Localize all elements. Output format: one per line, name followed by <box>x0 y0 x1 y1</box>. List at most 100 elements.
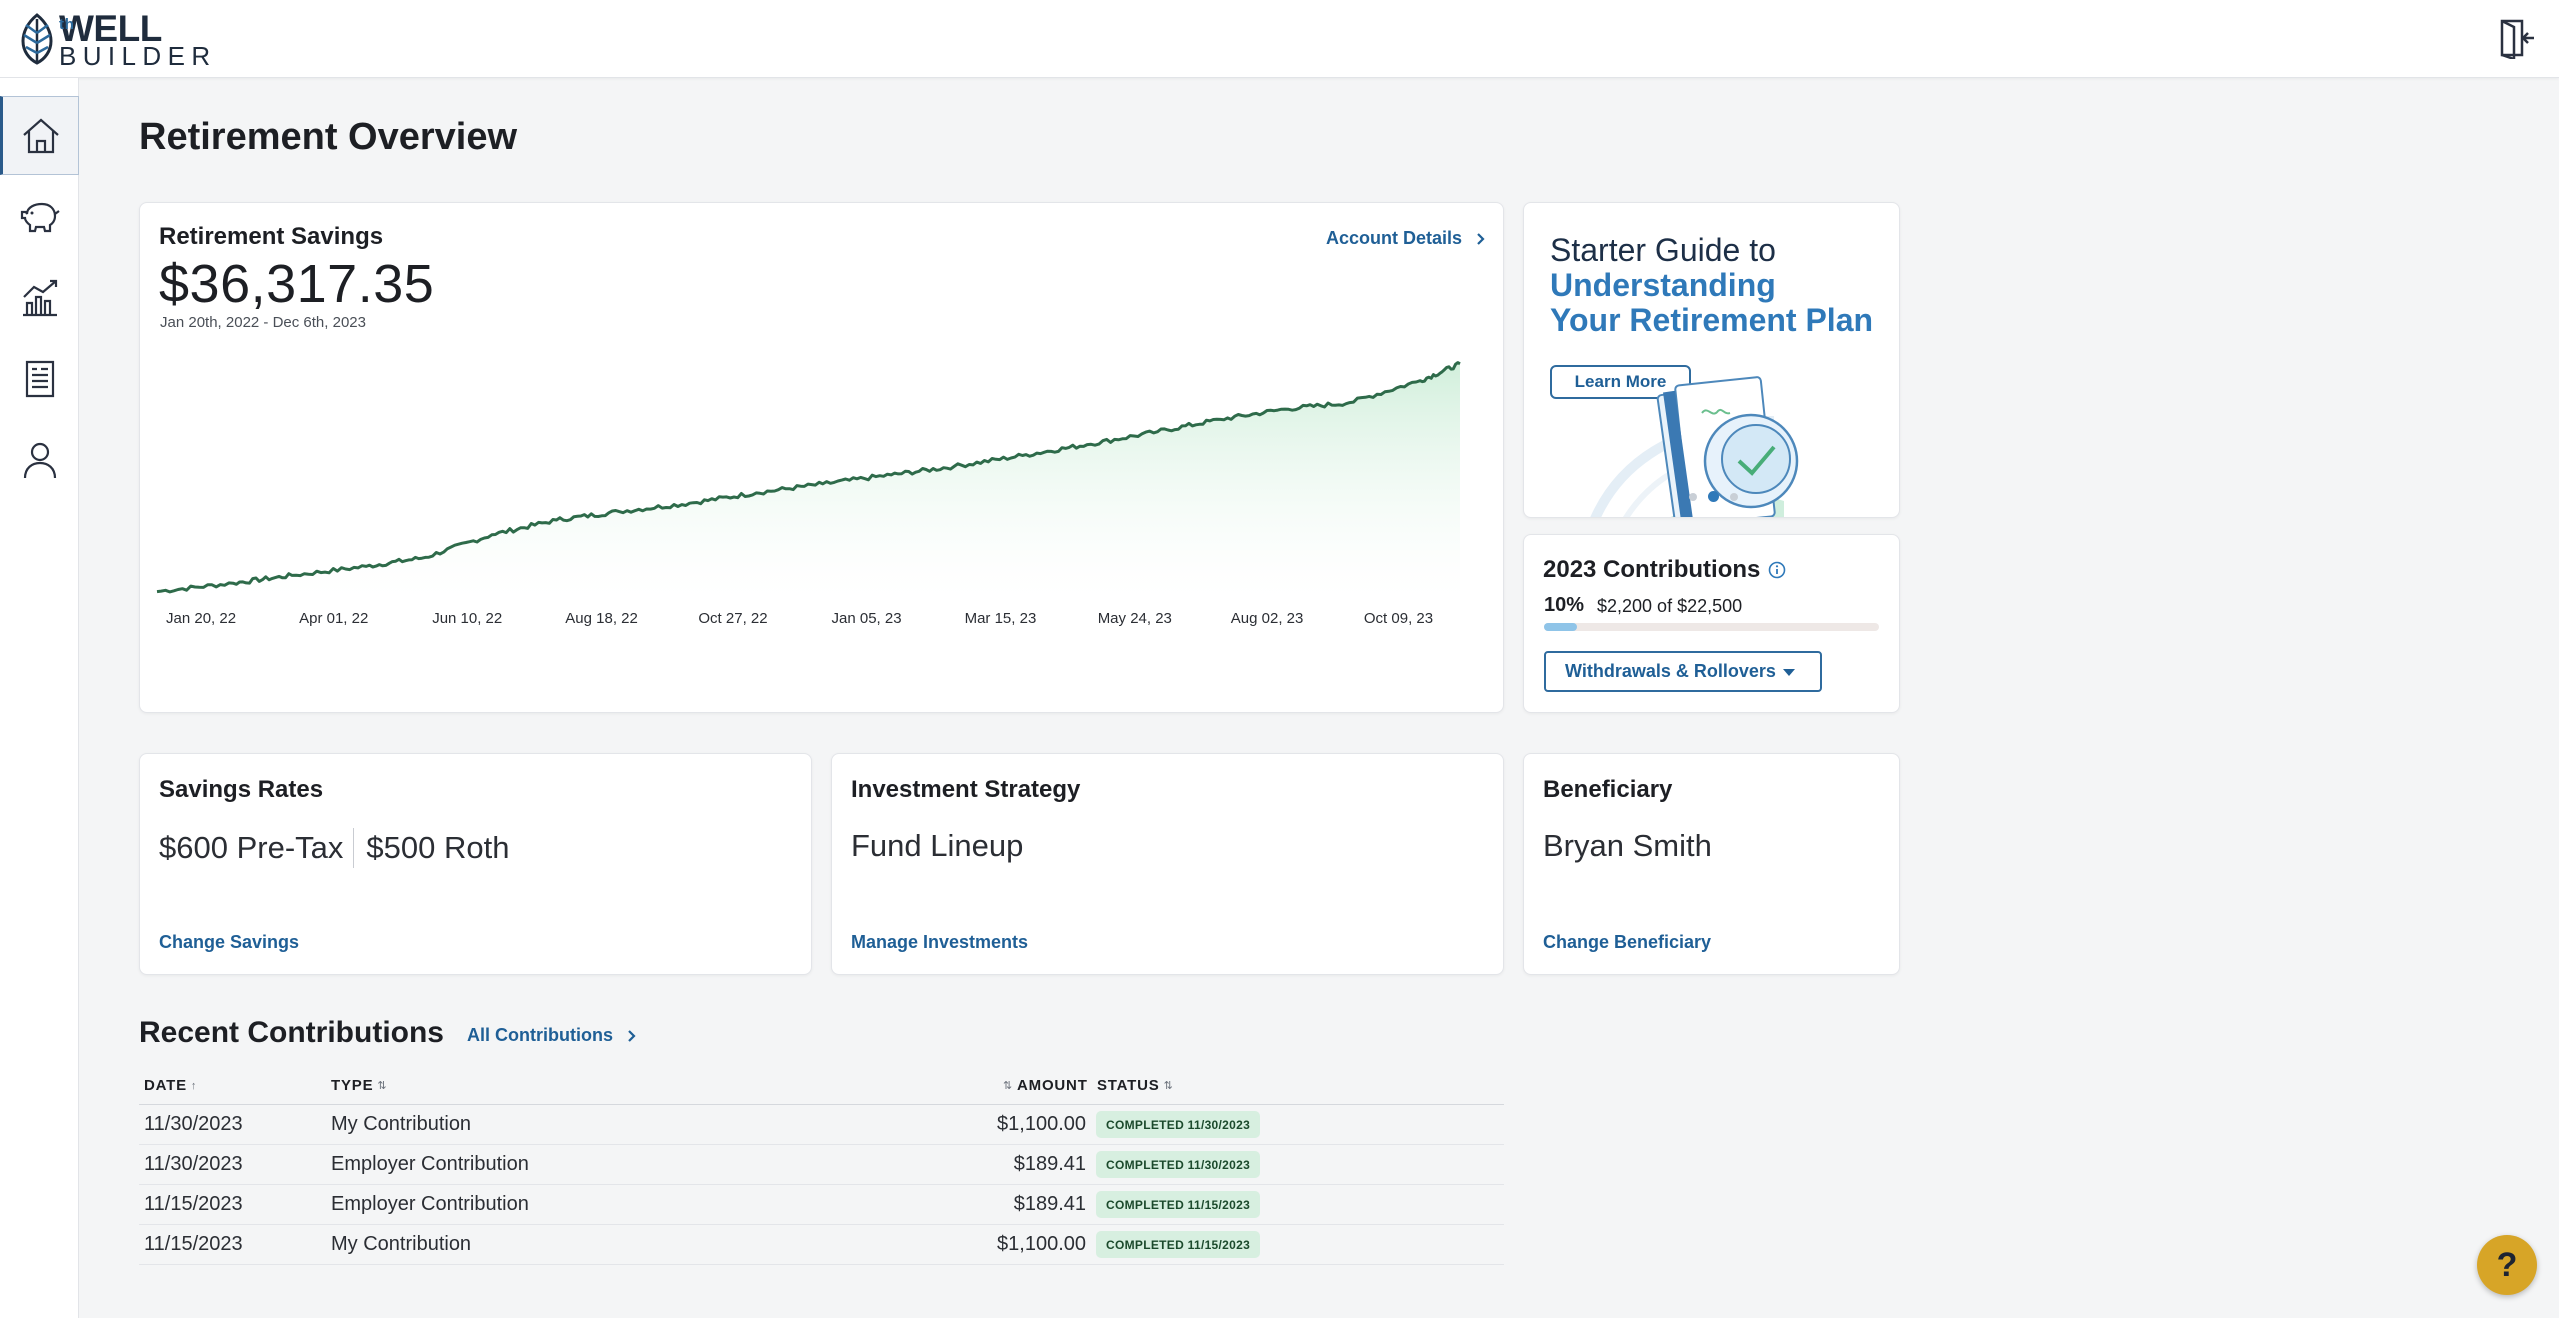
x-tick-label: Mar 15, 23 <box>965 610 1037 627</box>
column-header-status[interactable]: STATUS ⇅ <box>1097 1077 1174 1094</box>
savings-line-chart: Jan 20, 22 Apr 01, 22 Jun 10, 22 Aug 18, 22… <box>156 361 1461 627</box>
piggy-bank-icon <box>20 202 60 232</box>
retirement-guide-illustration <box>1590 376 1799 517</box>
investment-strategy-value: Fund Lineup <box>851 828 1024 863</box>
table-body: 11/30/2023 My Contribution $1,100.00 COM… <box>139 1105 1504 1265</box>
table-row: 11/15/2023 Employer Contribution $189.41… <box>139 1185 1504 1225</box>
chevron-right-icon <box>1477 232 1485 245</box>
table-row: 11/30/2023 Employer Contribution $189.41… <box>139 1145 1504 1185</box>
type-header-label: TYPE <box>331 1077 374 1094</box>
row-type: My Contribution <box>331 1233 472 1255</box>
change-savings-link[interactable]: Change Savings <box>159 932 300 952</box>
x-tick-label: Jan 05, 23 <box>832 610 902 627</box>
starter-guide-line2: Understanding <box>1550 267 1776 303</box>
growth-chart-icon <box>22 279 57 316</box>
contributions-progress-fill <box>1544 623 1577 631</box>
rates-divider <box>353 828 355 868</box>
contributions-amount: $2,200 of $22,500 <box>1597 596 1743 616</box>
wellth-builder-logo[interactable]: WELL th BUILDER <box>17 7 217 69</box>
change-beneficiary-link[interactable]: Change Beneficiary <box>1543 932 1712 952</box>
home-icon <box>22 118 59 153</box>
row-type: Employer Contribution <box>331 1153 529 1175</box>
carousel-dot-3[interactable] <box>1730 493 1738 501</box>
savings-series-line <box>156 361 1461 594</box>
recent-contributions-title: Recent Contributions <box>139 1016 444 1049</box>
recent-contributions-table: DATE ↑ TYPE ⇅ ⇅ AMOUNT STATUS ⇅ 11/30/2023 M… <box>139 1072 1504 1265</box>
table-header-row: DATE ↑ TYPE ⇅ ⇅ AMOUNT STATUS ⇅ <box>139 1072 1504 1105</box>
pretax-rate: $600 Pre-Tax <box>159 830 344 865</box>
all-contributions-label: All Contributions <box>467 1025 613 1045</box>
manage-investments-link[interactable]: Manage Investments <box>851 932 1029 952</box>
amount-header-label: AMOUNT <box>1017 1077 1088 1094</box>
row-amount: $189.41 <box>1013 1153 1086 1175</box>
beneficiary-title: Beneficiary <box>1543 776 1673 803</box>
beneficiary-card: Beneficiary Bryan Smith Change Beneficia… <box>1523 753 1900 975</box>
contributions-percent: 10% <box>1544 594 1585 616</box>
row-date: 11/30/2023 <box>144 1153 243 1175</box>
savings-balance: $36,317.35 <box>159 254 435 314</box>
savings-rates-title: Savings Rates <box>159 776 324 803</box>
starter-guide-line3: Your Retirement Plan <box>1550 302 1874 338</box>
sort-toggle-icon: ⇅ <box>377 1080 388 1092</box>
info-icon[interactable] <box>1768 561 1786 579</box>
carousel-dot-2[interactable] <box>1708 491 1719 502</box>
user-icon <box>23 442 56 478</box>
savings-area-fill <box>157 362 1460 598</box>
x-tick-label: May 24, 23 <box>1098 610 1172 627</box>
top-header: WELL th BUILDER <box>0 0 2559 78</box>
sidebar-nav <box>0 78 79 1318</box>
logo-wordmark: WELL th <box>59 7 162 49</box>
withdrawals-rollovers-label: Withdrawals & Rollovers <box>1565 661 1776 681</box>
x-tick-label: Aug 02, 23 <box>1231 610 1304 627</box>
contributions-title-row: 2023 Contributions <box>1543 556 1786 584</box>
column-header-type[interactable]: TYPE ⇅ <box>331 1077 387 1094</box>
x-tick-label: Oct 27, 22 <box>698 610 767 627</box>
document-icon <box>25 360 54 397</box>
x-tick-label: Oct 09, 23 <box>1364 610 1433 627</box>
table-row: 11/15/2023 My Contribution $1,100.00 COM… <box>139 1225 1504 1265</box>
sort-toggle-icon: ⇅ <box>1003 1080 1014 1092</box>
starter-guide-card[interactable]: Starter Guide to Understanding Your Reti… <box>1523 202 1900 518</box>
logout-button[interactable] <box>2498 17 2538 61</box>
contributions-card: 2023 Contributions 10% $2,200 of $22,500… <box>1523 534 1900 713</box>
row-amount: $1,100.00 <box>997 1113 1086 1135</box>
row-date: 11/15/2023 <box>144 1193 243 1215</box>
retirement-savings-title: Retirement Savings <box>159 223 384 250</box>
row-type: My Contribution <box>331 1113 472 1135</box>
help-button[interactable]: ? <box>2477 1235 2537 1295</box>
table-row: 11/30/2023 My Contribution $1,100.00 COM… <box>139 1105 1504 1145</box>
sidebar-item-profile[interactable] <box>0 420 79 499</box>
status-badge: COMPLETED 11/30/2023 <box>1096 1111 1261 1138</box>
starter-guide-line1: Starter Guide to <box>1550 232 1776 268</box>
all-contributions-link[interactable]: All Contributions <box>467 1025 636 1046</box>
column-header-date[interactable]: DATE ↑ <box>144 1077 197 1094</box>
account-details-label: Account Details <box>1326 228 1463 248</box>
withdrawals-rollovers-dropdown[interactable]: Withdrawals & Rollovers <box>1544 651 1822 692</box>
starter-guide-heading: Starter Guide to Understanding Your Reti… <box>1550 233 1873 338</box>
roth-rate: $500 Roth <box>366 830 510 865</box>
date-header-label: DATE <box>144 1077 187 1094</box>
x-tick-label: Jan 20, 22 <box>166 610 236 627</box>
savings-rates-values: $600 Pre-Tax $500 Roth <box>159 828 509 868</box>
sort-toggle-icon: ⇅ <box>1163 1080 1174 1092</box>
account-details-link[interactable]: Account Details <box>1326 228 1485 249</box>
carousel-dot-1[interactable] <box>1689 493 1697 501</box>
row-type: Employer Contribution <box>331 1193 529 1215</box>
status-badge: COMPLETED 11/30/2023 <box>1096 1151 1261 1178</box>
investment-strategy-title: Investment Strategy <box>851 776 1081 803</box>
caret-down-icon <box>1783 669 1795 676</box>
sidebar-item-documents[interactable] <box>0 339 79 418</box>
sort-ascending-icon: ↑ <box>190 1079 198 1092</box>
sidebar-item-investments[interactable] <box>0 258 79 337</box>
status-badge: COMPLETED 11/15/2023 <box>1096 1231 1261 1258</box>
retirement-savings-card: Retirement Savings $36,317.35 Jan 20th, … <box>139 202 1504 713</box>
beneficiary-name: Bryan Smith <box>1543 828 1712 863</box>
contributions-progress-bar <box>1544 623 1879 631</box>
column-header-amount[interactable]: ⇅ AMOUNT <box>1003 1077 1088 1094</box>
row-date: 11/30/2023 <box>144 1113 243 1135</box>
x-tick-label: Apr 01, 22 <box>299 610 368 627</box>
sidebar-item-savings[interactable] <box>0 177 79 256</box>
sidebar-item-home[interactable] <box>0 96 79 175</box>
chevron-right-icon <box>628 1029 636 1042</box>
contributions-title: 2023 Contributions <box>1543 556 1761 583</box>
